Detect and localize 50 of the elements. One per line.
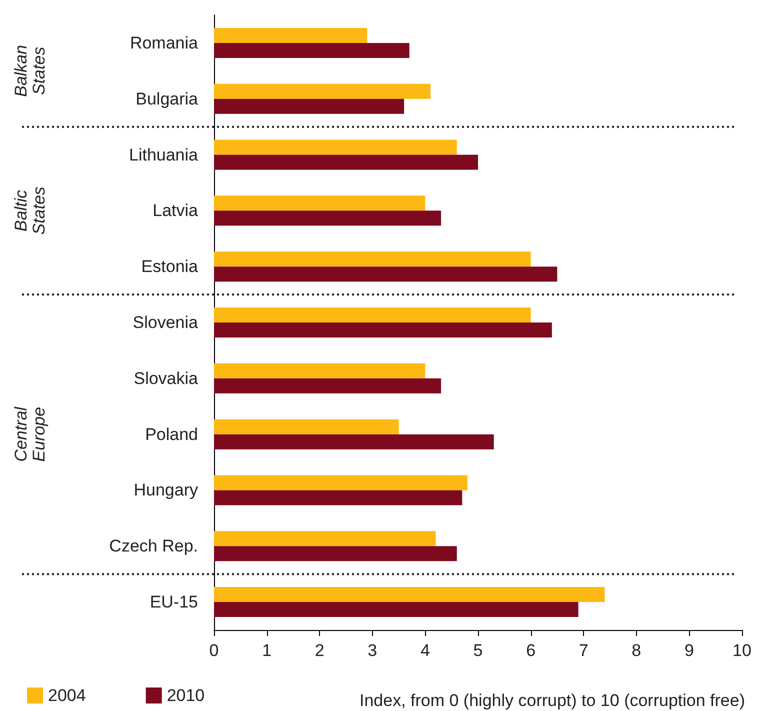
bar [214, 98, 404, 114]
bar [214, 266, 558, 282]
x-tick-label: 0 [209, 641, 219, 660]
bar [214, 587, 605, 602]
bar [214, 210, 442, 226]
y-tick-label: Romania [130, 33, 199, 52]
y-tick-label: Latvia [152, 201, 199, 220]
x-tick-label: 6 [526, 641, 536, 660]
x-axis-title: Index, from 0 (highly corrupt) to 10 (corruption free) [360, 691, 746, 710]
y-tick-label: Hungary [134, 480, 198, 500]
bar [214, 252, 531, 267]
x-tick-label: 7 [578, 641, 588, 660]
y-tick-label: Bulgaria [136, 89, 199, 108]
x-tick-label: 8 [632, 641, 642, 660]
bar [214, 28, 368, 43]
bar [214, 322, 552, 338]
legend-label: 2010 [166, 686, 205, 705]
x-tick-label: 4 [420, 641, 430, 660]
bar [214, 140, 457, 155]
x-tick-label: 9 [684, 641, 694, 660]
y-tick-label: Lithuania [128, 145, 199, 164]
y-tick-label: EU-15 [150, 592, 198, 612]
bar [214, 84, 430, 99]
x-tick-label: 5 [473, 641, 483, 660]
y-tick-label: Czech Rep. [109, 536, 198, 556]
bar [214, 602, 578, 618]
y-tick-label: Poland [145, 424, 198, 444]
x-tick-label: 3 [368, 641, 378, 660]
bar [214, 378, 442, 394]
bar [214, 490, 462, 506]
x-tick-label: 1 [262, 641, 272, 660]
bar [214, 419, 399, 434]
bar [214, 546, 457, 562]
bar [214, 475, 468, 490]
bar [214, 196, 426, 211]
bar [214, 42, 410, 58]
y-tick-label: Estonia [141, 257, 199, 276]
x-tick-label: 2 [314, 641, 324, 660]
bar [214, 308, 531, 322]
y-tick-label: Slovenia [132, 313, 199, 332]
legend-label: 2004 [48, 686, 86, 705]
bar [214, 154, 478, 170]
text: Central Europe [12, 406, 48, 462]
bar [214, 531, 436, 546]
text: Baltic States [12, 186, 48, 235]
text: Balkan States [12, 44, 48, 97]
bar [214, 434, 494, 450]
bar [214, 363, 426, 378]
y-tick-label: Slovakia [134, 368, 199, 388]
x-tick-label: 10 [732, 641, 752, 660]
